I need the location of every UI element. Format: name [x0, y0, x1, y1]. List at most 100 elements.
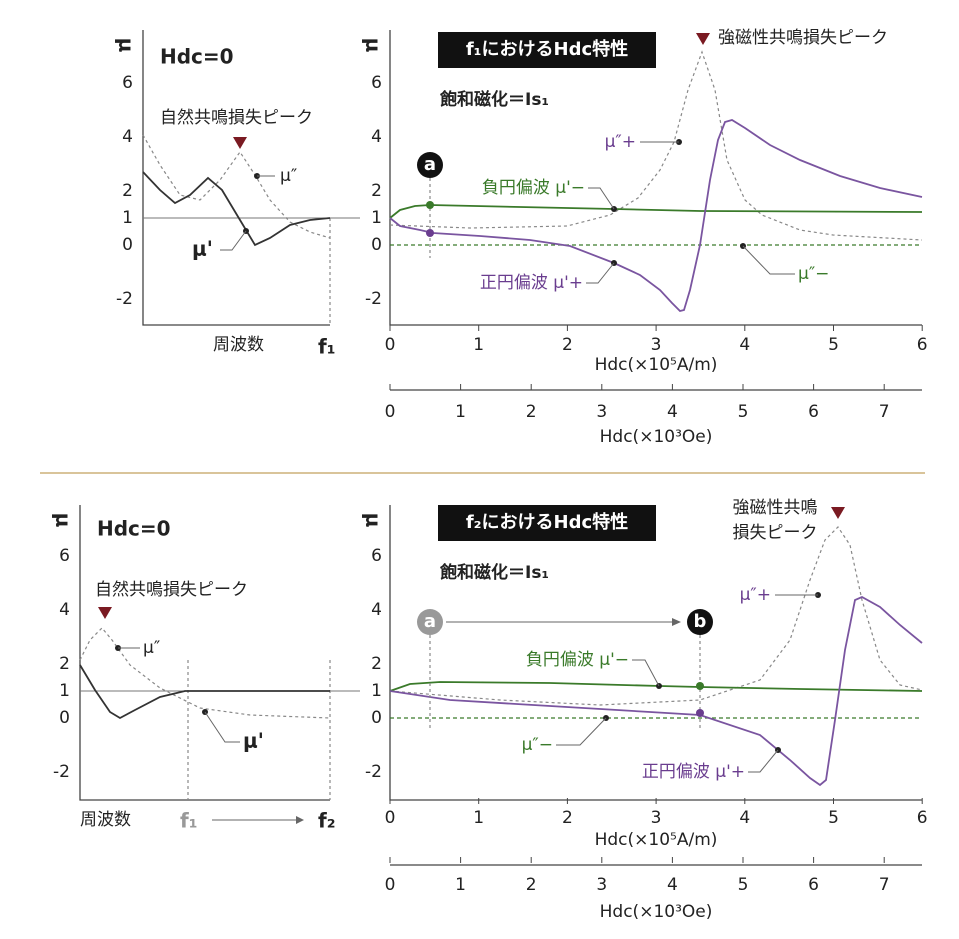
- x-label: Hdc(×10⁵A/m): [595, 830, 718, 850]
- mu1-plus-curve: [389, 119, 923, 312]
- marker-label: a: [424, 611, 436, 632]
- marker-label: a: [424, 154, 436, 175]
- y-tick-label: 6: [59, 546, 70, 566]
- peak-label: 強磁性共鳴: [733, 498, 818, 518]
- x-tick-label: 1: [473, 808, 484, 828]
- leader: [748, 749, 779, 773]
- panel-title: Hdc=0: [97, 517, 171, 541]
- leader: [742, 245, 795, 275]
- x2-tick-label: 1: [455, 402, 466, 422]
- mu1-plus-label: 正円偏波 μ'+: [480, 273, 583, 293]
- x-tick-label: 1: [473, 335, 484, 355]
- mu1-curve: [142, 171, 331, 247]
- y-label: μ: [52, 513, 76, 528]
- leader: [632, 659, 660, 687]
- y-tick-label: 0: [371, 235, 382, 255]
- y-tick-label: 4: [371, 600, 382, 620]
- y-tick-label: -2: [365, 762, 382, 782]
- mu1-minus-label: 負円偏波 μ'−: [526, 650, 629, 670]
- x-tick-label: 4: [739, 335, 750, 355]
- dot: [426, 229, 434, 237]
- y-tick-label: 4: [371, 127, 382, 147]
- mu2-curve: [79, 627, 331, 719]
- arrow-head: [296, 816, 304, 824]
- y-tick-label: 2: [371, 181, 382, 201]
- leader: [556, 717, 607, 746]
- mu2-minus-label: μ″−: [522, 735, 553, 755]
- x2-tick-label: 6: [808, 402, 819, 422]
- x2-tick-label: 5: [738, 875, 749, 895]
- x2-label: Hdc(×10³Oe): [600, 427, 713, 447]
- x2-tick-label: 2: [526, 402, 537, 422]
- mu1-plus-label: 正円偏波 μ'+: [642, 762, 745, 782]
- mu2-plus-label: μ″+: [605, 132, 636, 152]
- y-tick-label: 6: [371, 546, 382, 566]
- x-tick-label: 6: [917, 808, 928, 828]
- leader: [586, 262, 615, 284]
- peak-label: 損失ピーク: [733, 523, 818, 543]
- panel-title: f₁におけるHdc特性: [466, 38, 628, 60]
- title-box: [438, 32, 656, 68]
- x-tick-label: 2: [562, 808, 573, 828]
- leader: [588, 187, 615, 210]
- x2-tick-label: 3: [596, 875, 607, 895]
- leader: [204, 711, 240, 743]
- y-tick-label: -2: [116, 289, 133, 309]
- y-label: μ: [362, 513, 386, 528]
- y-tick-label: 4: [122, 127, 133, 147]
- panel: μ Hdc=0 自然共鳴損失ピーク μ″ μ' 周波数 f₁ f₂ a b f₂…: [52, 498, 923, 922]
- y-tick-label: 1: [371, 208, 382, 228]
- x2-tick-label: 0: [385, 875, 396, 895]
- y-tick-label: 0: [371, 708, 382, 728]
- marker-circle: [687, 609, 713, 635]
- x-tick-label: 6: [917, 335, 928, 355]
- x-tick-label: 3: [651, 335, 662, 355]
- dot: [696, 682, 704, 690]
- mu2-curve: [142, 134, 331, 239]
- y-label: μ: [362, 38, 386, 53]
- y-tick-label: 2: [371, 654, 382, 674]
- marker-circle: [417, 152, 443, 178]
- mu2-plus-label: μ″+: [740, 585, 771, 605]
- peak-label: 自然共鳴損失ピーク: [160, 108, 313, 128]
- x2-tick-label: 5: [738, 402, 749, 422]
- x-label: Hdc(×10⁵A/m): [595, 355, 718, 375]
- axes: [79, 505, 330, 801]
- mu1-label: μ': [243, 729, 264, 753]
- x2-tick-label: 4: [667, 875, 678, 895]
- mu2-minus-label: μ″−: [798, 264, 829, 284]
- y-tick-label: 0: [122, 235, 133, 255]
- x2-label: Hdc(×10³Oe): [600, 902, 713, 922]
- x2-tick-label: 3: [596, 402, 607, 422]
- title-box: [438, 505, 656, 541]
- x2-tick-label: 2: [526, 875, 537, 895]
- marker-circle: [417, 609, 443, 635]
- leader: [220, 230, 247, 251]
- panel-title: Hdc=0: [160, 45, 234, 69]
- y-tick-label: 6: [122, 73, 133, 93]
- x2-tick-label: 7: [879, 875, 890, 895]
- mu1-curve: [79, 664, 330, 720]
- x-tick-label: 4: [739, 808, 750, 828]
- axes: [142, 30, 330, 326]
- y-tick-label: 4: [59, 600, 70, 620]
- mu2-plus-curve: [389, 526, 923, 706]
- marker-label: b: [694, 611, 707, 632]
- y-tick-label: 2: [122, 181, 133, 201]
- y-label: μ: [115, 38, 139, 53]
- y-tick-label: 6: [371, 73, 382, 93]
- mu1-minus-label: 負円偏波 μ'−: [482, 178, 585, 198]
- mu2-plus-curve: [389, 50, 923, 241]
- peak-label: 強磁性共鳴損失ピーク: [718, 28, 888, 48]
- x-label: 周波数: [213, 335, 264, 355]
- x-tick-label: 5: [828, 808, 839, 828]
- panel: μ Hdc=0 自然共鳴損失ピーク μ″ μ' 周波数 f₁ a f₁におけるH…: [115, 28, 923, 447]
- peak-marker: [696, 33, 710, 45]
- y-tick-label: 1: [371, 681, 382, 701]
- peak-marker: [233, 137, 247, 149]
- subtitle: 飽和磁化＝Is₁: [439, 562, 549, 583]
- x-tick-label: 0: [385, 808, 396, 828]
- x-tick-label: 3: [651, 808, 662, 828]
- arrow-head: [672, 618, 681, 626]
